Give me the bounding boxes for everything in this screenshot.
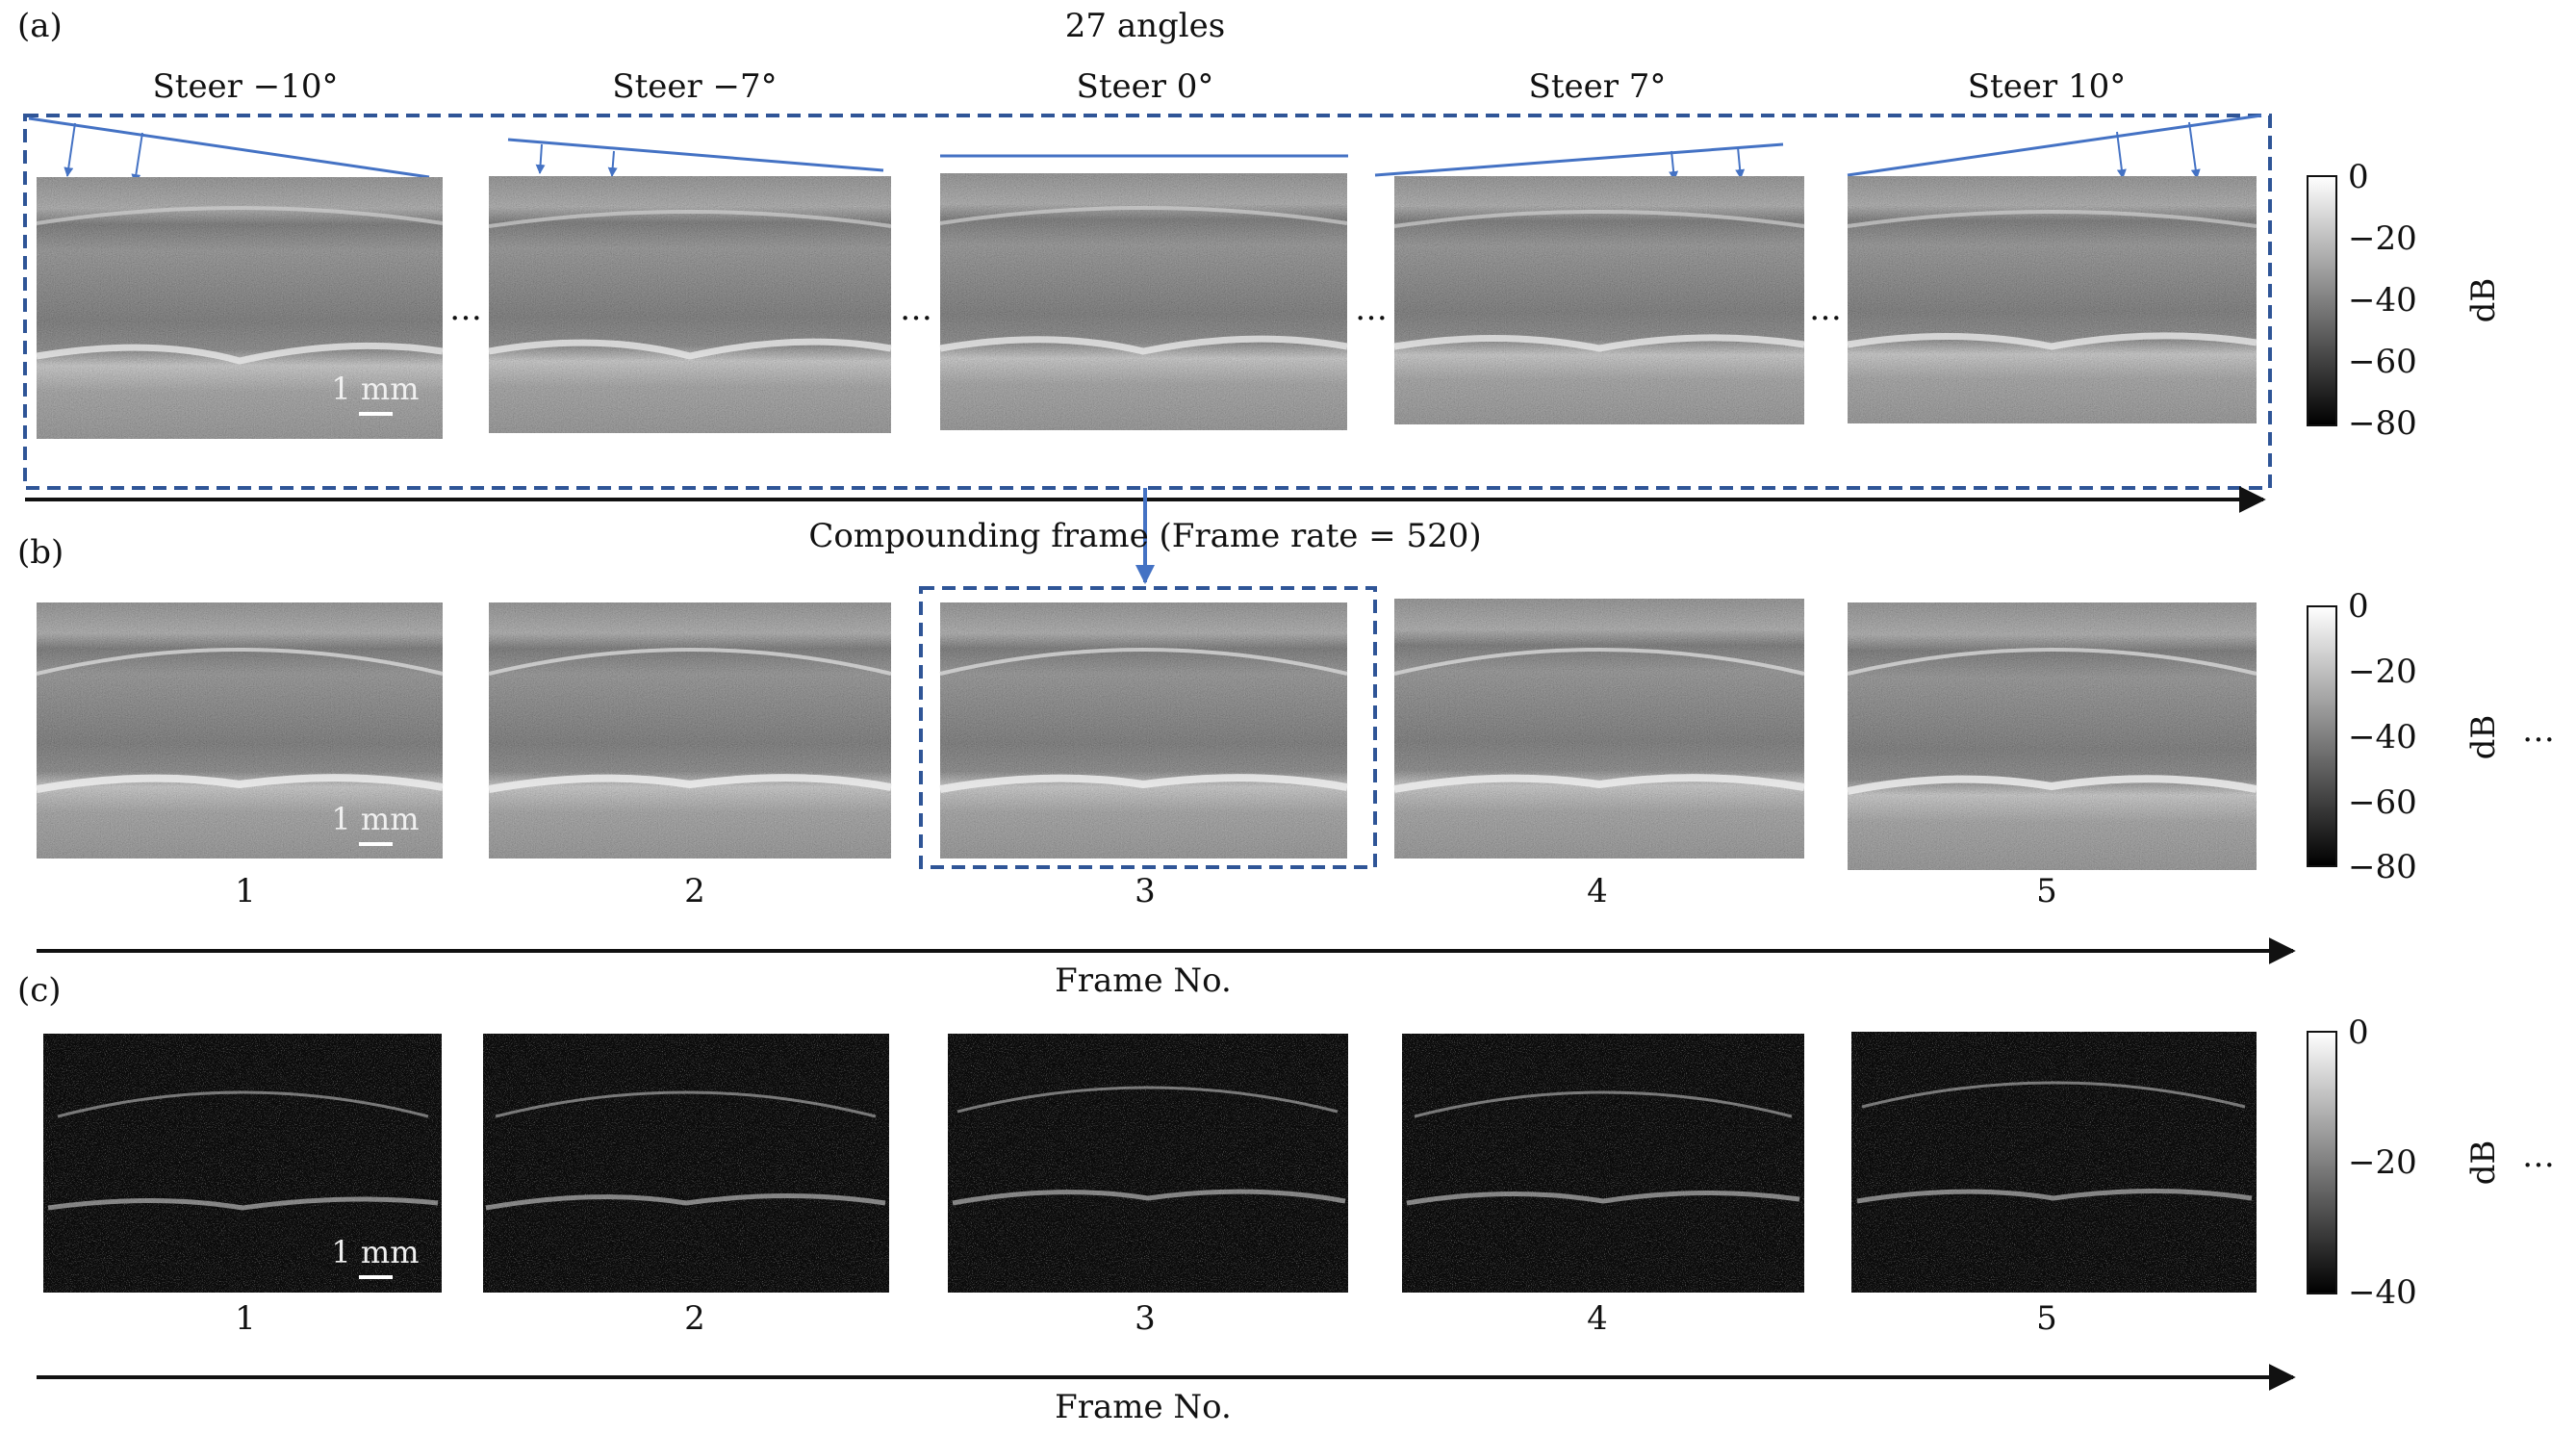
wavefront-7 — [1374, 142, 1784, 177]
colorbar-tick: −60 — [2348, 783, 2417, 822]
colorbar-unit: dB — [2464, 1140, 2503, 1186]
frame-number: 1 — [235, 872, 256, 910]
filtered-frame-4 — [1402, 1034, 1804, 1293]
colorbar-tick: −20 — [2348, 1143, 2417, 1182]
frame-3-dashed-box — [919, 586, 1377, 869]
colorbar-tick: −60 — [2348, 343, 2417, 381]
ellipsis: … — [1355, 290, 1388, 328]
frame-number: 5 — [2036, 1299, 2057, 1338]
ellipsis: … — [1809, 290, 1842, 328]
beam-arrow — [535, 143, 546, 174]
steer-label-minus7: Steer −7° — [612, 67, 777, 106]
beam-arrow — [131, 132, 143, 184]
colorbar-tick: −40 — [2348, 281, 2417, 320]
beam-arrow — [607, 150, 618, 177]
colorbar-c: 0 −20 −40 dB — [2307, 1013, 2503, 1312]
colorbar-tick: −20 — [2348, 653, 2417, 691]
beam-arrow — [2188, 121, 2201, 179]
colorbar-tick: −80 — [2348, 404, 2417, 443]
wavefront-minus7 — [507, 138, 884, 172]
beam-arrow — [1669, 150, 1679, 181]
steer-label-7: Steer 7° — [1529, 67, 1667, 106]
colorbar-tick: −20 — [2348, 219, 2417, 258]
steer-image-10 — [1847, 176, 2257, 423]
wavefront-10 — [1847, 114, 2262, 177]
steer-image-minus10 — [36, 177, 444, 439]
colorbar-tick: −40 — [2348, 1273, 2417, 1312]
filtered-frame-3 — [948, 1034, 1348, 1293]
scale-bar-label: 1 mm — [331, 801, 419, 837]
beam-arrow — [2116, 131, 2127, 179]
steer-label-10: Steer 10° — [1968, 67, 2127, 106]
ellipsis: … — [900, 290, 932, 328]
steer-label-minus10: Steer −10° — [152, 67, 338, 106]
filtered-frame-5 — [1851, 1032, 2257, 1293]
compounding-caption: Compounding frame (Frame rate = 520) — [808, 517, 1481, 555]
filtered-frame-1 — [43, 1034, 442, 1293]
steer-image-minus7 — [488, 176, 892, 433]
ellipsis: … — [2522, 1137, 2555, 1175]
frame-number: 3 — [1135, 872, 1156, 910]
colorbar-unit: dB — [2464, 715, 2503, 760]
ellipsis: … — [2522, 711, 2555, 750]
panel-a-label: (a) — [17, 7, 63, 45]
beam-arrow — [1735, 146, 1746, 179]
steer-image-7 — [1393, 176, 1805, 424]
panel-b-axis-label: Frame No. — [1055, 961, 1232, 1000]
colorbar-tick: 0 — [2348, 1013, 2369, 1052]
filtered-frame-2 — [483, 1034, 889, 1293]
scale-bar-label: 1 mm — [331, 1234, 419, 1270]
colorbar-tick: −80 — [2348, 848, 2417, 886]
frame-number: 1 — [235, 1299, 256, 1338]
colorbar-tick: −40 — [2348, 718, 2417, 756]
angles-dashed-box — [23, 114, 2272, 490]
angles-heading: 27 angles — [1065, 7, 1225, 45]
frame-number: 2 — [684, 872, 705, 910]
compound-frame-3 — [939, 602, 1348, 858]
steer-image-0 — [939, 173, 1348, 430]
colorbar-b: 0 −20 −40 −60 −80 dB — [2307, 587, 2503, 886]
ellipsis: … — [449, 290, 482, 328]
colorbar-unit: dB — [2464, 278, 2503, 323]
frame-number: 4 — [1587, 1299, 1608, 1338]
compound-frame-5 — [1847, 602, 2257, 870]
wavefront-minus10 — [28, 116, 430, 179]
panel-c-label: (c) — [17, 971, 62, 1010]
frame-number: 5 — [2036, 872, 2057, 910]
frame-number: 3 — [1135, 1299, 1156, 1338]
compound-frame-1 — [36, 602, 444, 858]
panel-c-axis-label: Frame No. — [1055, 1388, 1232, 1426]
frame-number: 2 — [684, 1299, 705, 1338]
steer-label-0: Steer 0° — [1077, 67, 1214, 106]
compound-frame-2 — [488, 602, 892, 858]
compound-frame-4 — [1393, 599, 1805, 858]
beam-arrow — [64, 122, 76, 177]
panel-b-label: (b) — [17, 533, 64, 572]
scale-bar-label: 1 mm — [331, 371, 419, 407]
colorbar-a: 0 −20 −40 −60 −80 dB — [2307, 158, 2503, 443]
colorbar-tick: 0 — [2348, 587, 2369, 626]
frame-number: 4 — [1587, 872, 1608, 910]
colorbar-tick: 0 — [2348, 158, 2369, 196]
